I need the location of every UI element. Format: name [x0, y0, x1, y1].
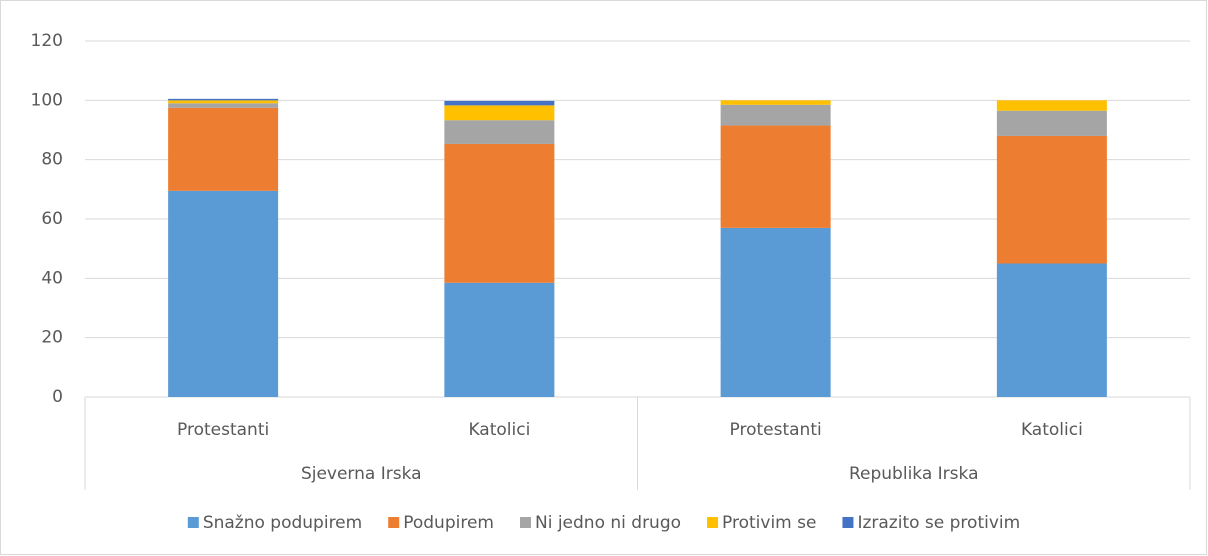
bar-segment: [720, 125, 831, 228]
bar-segment: [996, 110, 1107, 136]
legend-label: Snažno podupirem: [203, 513, 362, 533]
legend-swatch: [707, 517, 719, 528]
bar-segment: [444, 143, 555, 283]
y-tick-label: 80: [41, 150, 63, 170]
legend-swatch: [842, 517, 854, 528]
y-tick-label: 100: [31, 90, 63, 110]
bar-segment: [720, 227, 831, 397]
bar-segment: [168, 190, 279, 397]
group-label: Sjeverna Irska: [301, 464, 422, 484]
x-tick-label: Katolici: [1021, 420, 1083, 440]
y-tick-label: 60: [41, 209, 63, 229]
legend-swatch: [187, 517, 199, 528]
legend-label: Ni jedno ni drugo: [535, 513, 681, 533]
legend-label: Izrazito se protivim: [857, 513, 1020, 533]
bar-segment: [996, 135, 1107, 264]
y-tick-label: 120: [31, 31, 63, 51]
bar-segment: [444, 105, 555, 121]
group-label: Republika Irska: [849, 464, 979, 484]
bar-segment: [168, 98, 279, 101]
bar-segment: [996, 263, 1107, 397]
y-tick-label: 20: [41, 328, 63, 348]
bar-segment: [720, 100, 831, 105]
bar-segment: [168, 100, 279, 104]
legend-swatch: [519, 517, 531, 528]
bar-segment: [444, 282, 555, 397]
x-tick-label: Protestanti: [177, 420, 269, 440]
bar-segment: [168, 107, 279, 191]
legend-label: Podupirem: [403, 513, 494, 533]
y-tick-label: 40: [41, 268, 63, 288]
bar-segment: [996, 100, 1107, 111]
bar-segment: [444, 120, 555, 144]
bar-segment: [720, 104, 831, 126]
x-tick-label: Katolici: [468, 420, 530, 440]
legend-label: Protivim se: [722, 513, 816, 533]
bar-segment: [444, 100, 555, 106]
x-tick-label: Protestanti: [730, 420, 822, 440]
bar-segment: [168, 103, 279, 108]
y-tick-label: 0: [52, 387, 63, 407]
legend-swatch: [388, 517, 400, 528]
